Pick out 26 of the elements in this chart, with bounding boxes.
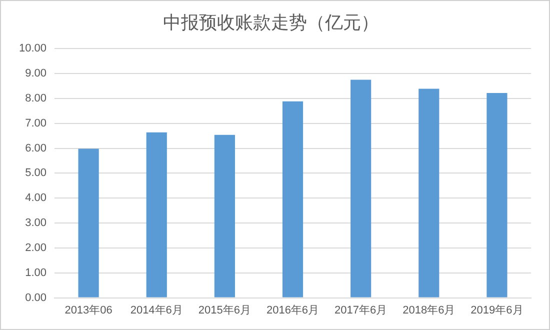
x-tick-label: 2019年6月 (470, 304, 524, 316)
x-tick-label: 2014年6月 (130, 304, 183, 316)
x-tick-label: 2016年6月 (266, 304, 320, 316)
bar (214, 134, 235, 298)
y-tick-label: 1.00 (25, 266, 47, 279)
bar (282, 101, 304, 298)
x-tick-label: 2015年6月 (198, 304, 251, 316)
y-tick-label: 7.00 (25, 117, 47, 130)
x-tick-label: 2017年6月 (334, 304, 388, 316)
y-tick-label: 3.00 (25, 217, 47, 230)
x-tick-label: 2018年6月 (402, 304, 456, 316)
y-tick-label: 0.00 (25, 292, 47, 304)
y-tick-label: 9.00 (25, 68, 47, 80)
y-tick-label: 4.00 (25, 192, 47, 204)
bar (350, 80, 372, 298)
y-tick-label: 6.00 (25, 142, 47, 154)
y-tick-label: 2.00 (25, 242, 47, 254)
bar (146, 132, 167, 298)
bar (78, 148, 99, 298)
x-tick-label: 2013年06 (64, 304, 112, 316)
y-tick-label: 10.00 (18, 42, 47, 55)
y-tick-label: 8.00 (25, 92, 47, 104)
bar (418, 88, 440, 298)
y-tick-label: 5.00 (25, 167, 47, 180)
bar (486, 92, 508, 298)
chart-title: 中报预收账款走势（亿元） (163, 12, 379, 34)
